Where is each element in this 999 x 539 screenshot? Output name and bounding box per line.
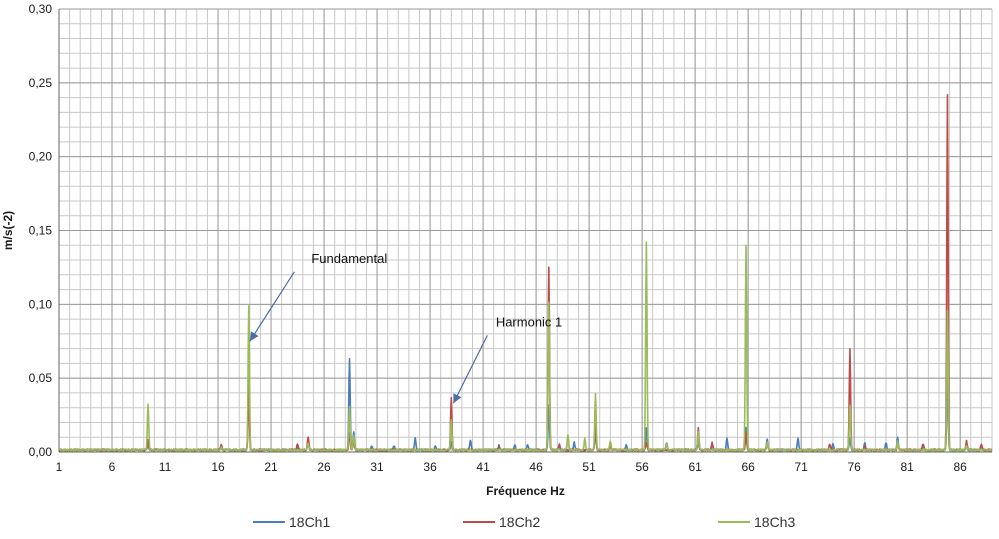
x-tick-label: 71 (794, 460, 808, 474)
x-tick-label: 6 (109, 460, 116, 474)
x-tick-label: 31 (370, 460, 384, 474)
y-tick-label: 0,30 (29, 2, 53, 16)
x-tick-label: 41 (476, 460, 490, 474)
x-tick-label: 86 (954, 460, 968, 474)
x-axis-tick-labels: 1 6 11 16 21 26 31 36 41 46 51 56 61 66 71 76 81 86 (56, 460, 968, 474)
axes (58, 9, 992, 453)
x-tick-label: 76 (847, 460, 861, 474)
legend: 18Ch1 18Ch2 18Ch3 (253, 514, 795, 530)
annotation-arrowhead (249, 331, 259, 342)
legend-label-18Ch3: 18Ch3 (754, 514, 795, 530)
x-tick-label: 66 (741, 460, 755, 474)
series-line-18Ch3 (58, 241, 993, 452)
y-tick-label: 0,10 (29, 297, 53, 311)
x-tick-label: 16 (211, 460, 225, 474)
legend-label-18Ch1: 18Ch1 (289, 514, 330, 530)
y-tick-label: 0,20 (29, 150, 53, 164)
annotation-arrowhead (453, 393, 462, 404)
plot-area (58, 94, 993, 452)
y-tick-label: 0,05 (29, 371, 53, 385)
annotation-arrow-line (249, 271, 295, 342)
legend-label-18Ch2: 18Ch2 (499, 514, 540, 530)
annotation-label: Fundamental (311, 251, 387, 266)
y-axis-tick-labels: 0,00 0,05 0,10 0,15 0,20 0,25 0,30 (29, 2, 53, 459)
x-tick-label: 51 (582, 460, 596, 474)
annotation-label: Harmonic 1 (496, 314, 562, 329)
annotations: Fundamental Harmonic 1 (249, 251, 562, 404)
x-tick-label: 61 (688, 460, 702, 474)
y-tick-label: 0,15 (29, 224, 53, 238)
y-tick-label: 0,25 (29, 76, 53, 90)
y-axis-title: m/s(-2) (1, 211, 15, 250)
x-tick-label: 11 (159, 460, 172, 474)
x-tick-label: 46 (529, 460, 543, 474)
x-axis-title: Fréquence Hz (486, 484, 565, 498)
x-tick-label: 81 (901, 460, 915, 474)
x-tick-label: 1 (56, 460, 63, 474)
y-tick-label: 0,00 (29, 445, 53, 459)
annotation-arrow-line (452, 335, 488, 404)
x-tick-label: 26 (317, 460, 331, 474)
x-tick-label: 56 (635, 460, 649, 474)
x-tick-label: 21 (264, 460, 278, 474)
x-tick-label: 36 (423, 460, 437, 474)
